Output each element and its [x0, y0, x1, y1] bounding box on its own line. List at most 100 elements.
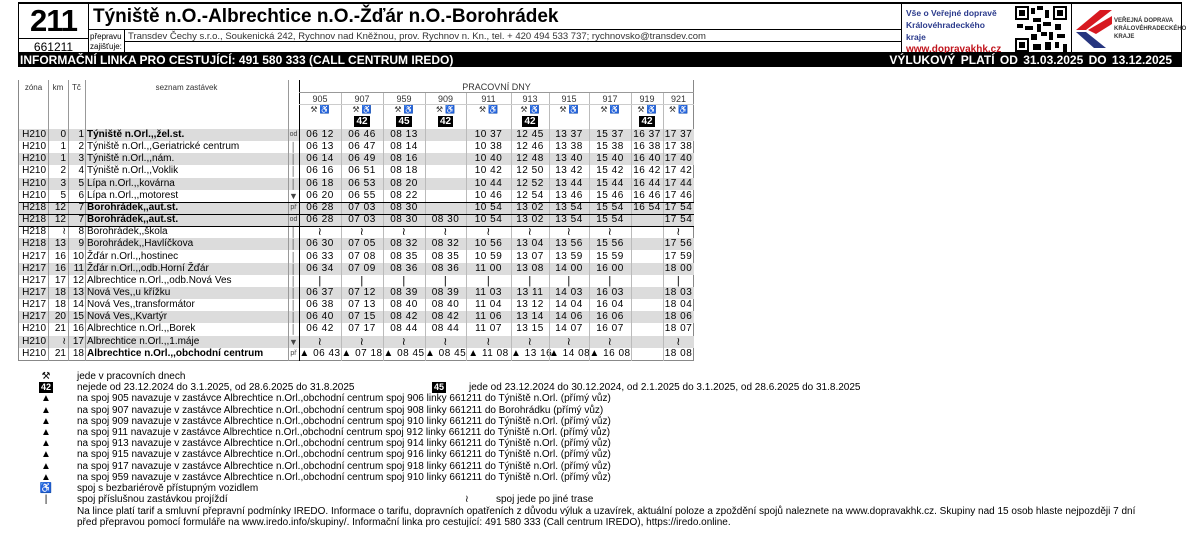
- time-cell: 15 40: [596, 153, 624, 165]
- time-cell: 08 30: [431, 214, 460, 226]
- time-cell: 16 46: [633, 189, 661, 201]
- time-cell: 12 50: [516, 165, 544, 177]
- badge-42: 42: [437, 116, 454, 127]
- time-cell: 13 54: [555, 214, 583, 226]
- time-cell: 06 51: [348, 165, 376, 177]
- time-cell: ≀: [359, 335, 365, 348]
- time-cell: 08 44: [390, 323, 418, 335]
- qr-code-icon[interactable]: [1013, 6, 1069, 52]
- time-cell: 08 36: [390, 262, 418, 274]
- time-cell: 18 08: [664, 347, 693, 359]
- time-cell: ≀: [527, 226, 533, 239]
- km-cell: 1: [60, 153, 66, 165]
- time-cell: 08 40: [431, 299, 460, 311]
- time-cell: 15 38: [596, 141, 624, 153]
- time-cell: 17 38: [664, 141, 693, 153]
- stop-order-cell: 6: [78, 189, 84, 201]
- trip-icons: ⚒ ♿: [637, 105, 657, 114]
- time-cell: 10 37: [474, 129, 503, 140]
- time-cell: |: [318, 274, 322, 287]
- time-cell: 11 03: [475, 286, 502, 298]
- time-cell: 15 37: [596, 129, 624, 140]
- time-cell: 16 44: [633, 177, 661, 189]
- stop-order-cell: 10: [72, 250, 84, 262]
- badge-42: 42: [639, 116, 655, 127]
- stop-order-cell: 3: [78, 153, 84, 165]
- trip-badge: 42: [425, 116, 466, 127]
- trip-number: 907: [354, 94, 370, 104]
- time-cell: 08 42: [390, 311, 418, 323]
- stop-order-cell: 12: [72, 274, 84, 286]
- time-cell: [631, 287, 663, 299]
- time-cell: 06 13: [306, 141, 334, 153]
- km-cell: 12: [54, 201, 66, 213]
- time-cell: 18 04: [664, 299, 693, 311]
- badge-45: 45: [396, 116, 412, 127]
- footnote-text: na spoj 909 navazuje v zastávce Albrecht…: [77, 415, 611, 427]
- arr-dep-mark: │: [290, 142, 297, 153]
- time-cell: 06 33: [306, 250, 334, 262]
- time-cell: 08 22: [390, 189, 418, 201]
- time-cell: ▲ 13 16: [511, 347, 553, 359]
- arr-dep-mark: │: [290, 251, 297, 262]
- arr-dep-mark: │: [290, 324, 297, 335]
- time-cell: 15 59: [596, 250, 624, 262]
- zone-cell: H210: [22, 141, 46, 153]
- stop-name: Borohrádek,,aut.st.: [87, 201, 179, 213]
- footnote-symbol: ▲: [41, 415, 51, 427]
- header-tc: Tč: [72, 83, 81, 92]
- footnote-text: spoj s bezbariérově přístupným vozidlem: [77, 483, 259, 494]
- time-cell: 07 15: [348, 311, 376, 323]
- footnote-text: na spoj 959 navazuje v zastávce Albrecht…: [77, 471, 611, 483]
- time-cell: 15 54: [596, 214, 624, 226]
- time-cell: 12 54: [516, 189, 544, 201]
- zone-cell: H217: [22, 274, 46, 286]
- time-cell: [631, 275, 663, 287]
- stop-name: Nová Ves,,transformátor: [87, 299, 195, 311]
- table-row: H218 ≀ 8 Borohrádek,,škola │ ≀ ≀ ≀ ≀ ≀ ≀ ≀ ≀ ≀: [19, 226, 694, 238]
- route-title: Týniště n.O.-Albrechtice n.O.-Žďár n.O.-…: [93, 6, 559, 27]
- time-cell: 06 37: [306, 286, 334, 298]
- timetable: zóna km Tč seznam zastávek PRACOVNÍ DNY H210 0…: [18, 80, 694, 361]
- time-cell: |: [360, 274, 364, 287]
- footnote-text: jede v pracovních dnech: [77, 371, 186, 382]
- time-cell: 14 03: [555, 286, 583, 298]
- time-cell: ≀: [401, 335, 407, 348]
- time-cell: ▲ 08 45: [383, 347, 425, 359]
- time-cell: 13 54: [555, 201, 583, 213]
- trip-badge: 42: [341, 116, 383, 127]
- km-cell: 3: [60, 177, 66, 189]
- zone-cell: H218: [22, 238, 46, 250]
- km-cell: ≀: [62, 335, 66, 347]
- time-cell: ≀: [359, 226, 365, 239]
- time-cell: ≀: [527, 335, 533, 348]
- time-cell: 11 07: [475, 323, 502, 335]
- zone-cell: H210: [22, 335, 46, 347]
- validity-period: VÝLUKOVÝ PLATÍ OD 31.03.2025 DO 13.12.20…: [889, 53, 1172, 67]
- info-web-link[interactable]: www.dopravakhk.cz: [906, 44, 1002, 55]
- time-cell: 12 48: [516, 153, 544, 165]
- km-cell: 5: [60, 189, 66, 201]
- time-cell: ▲ 16 08: [589, 347, 631, 359]
- km-cell: 17: [54, 274, 66, 286]
- arr-dep-mark: │: [290, 275, 297, 286]
- time-cell: 15 42: [596, 165, 624, 177]
- table-row: H210 1 2 Týniště n.Orl.,,Geriatrické centru…: [19, 141, 694, 153]
- arr-dep-mark: př: [290, 349, 297, 357]
- trip-number: 917: [602, 94, 618, 104]
- time-cell: ≀: [676, 335, 681, 348]
- time-cell: 17 44: [664, 177, 693, 189]
- line-number: 211: [19, 4, 89, 38]
- trip-icons: ⚒ ♿: [600, 105, 620, 114]
- footnote-skip-text: spoj jede po jiné trase: [496, 494, 594, 506]
- arr-dep-mark: př: [290, 203, 297, 211]
- zone-cell: H218: [22, 214, 46, 226]
- table-row: H210 0 1 Týniště n.Orl.,,žel.st. od 06 12 06 4…: [19, 129, 694, 141]
- arr-dep-mark: │: [290, 300, 297, 311]
- stop-name: Týniště n.Orl.,,Geriatrické centrum: [87, 141, 240, 153]
- table-row: H217 20 15 Nová Ves,,Kvartýr │ 06 40 07 15 08 4…: [19, 311, 694, 324]
- zone-cell: H217: [22, 250, 46, 262]
- stop-name: Lípa n.Orl.,,motorest: [87, 189, 179, 201]
- time-cell: 06 14: [306, 153, 334, 165]
- zone-cell: H218: [22, 226, 46, 238]
